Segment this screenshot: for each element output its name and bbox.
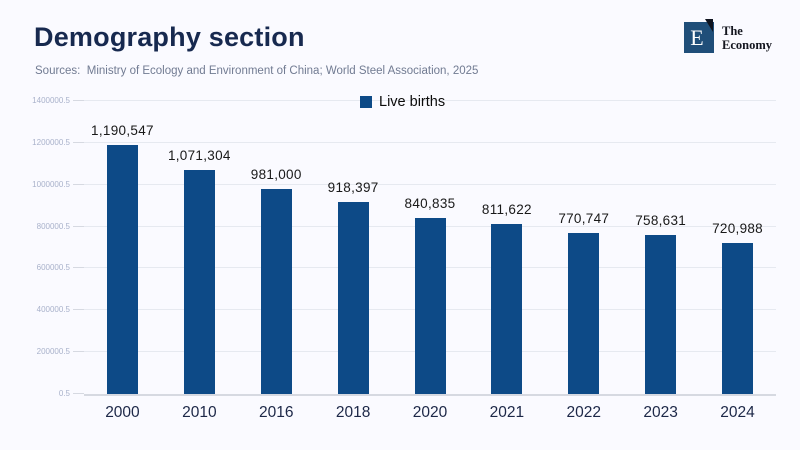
bar-value-label: 770,747 (558, 211, 610, 226)
bar (260, 189, 292, 394)
y-tick-mark (73, 100, 84, 101)
bar (491, 224, 523, 394)
bar (722, 243, 754, 394)
y-axis-tick-label: 800000.5 (36, 221, 70, 231)
y-tick-mark (73, 351, 84, 353)
legend-swatch-icon (360, 96, 372, 108)
bar (645, 235, 677, 394)
bar (106, 145, 138, 394)
x-axis-tick-label: 2023 (643, 404, 678, 421)
page-title: Demography section (34, 22, 305, 52)
chart-legend: Live births (360, 94, 445, 110)
y-axis-tick-label: 0.5 (58, 389, 70, 398)
y-tick-mark (73, 309, 84, 311)
bar (183, 170, 215, 394)
bar (568, 233, 600, 394)
brand-logo: E The Economy (684, 19, 772, 53)
bar (414, 218, 446, 394)
y-tick-mark (73, 267, 84, 269)
y-axis-tick-label: 200000.5 (36, 347, 70, 357)
bar-value-label: 1,071,304 (167, 148, 231, 163)
legend-label: Live births (379, 94, 446, 110)
y-tick-mark (73, 141, 84, 143)
bar (337, 202, 369, 394)
bar-value-label: 758,631 (635, 213, 687, 228)
y-tick-mark (73, 393, 84, 394)
y-axis-tick-label: 1000000.5 (32, 179, 70, 189)
bar-value-label: 811,622 (481, 202, 532, 217)
gridline (84, 100, 776, 101)
gridline (84, 141, 776, 143)
bar-value-label: 918,397 (327, 180, 379, 195)
y-axis-tick-label: 600000.5 (36, 263, 70, 273)
logo-wordmark: The Economy (722, 24, 772, 52)
x-axis-tick-label: 2022 (566, 404, 601, 421)
sources-caption: Sources: Ministry of Ecology and Environ… (35, 65, 479, 77)
x-axis-tick-label: 2020 (412, 404, 448, 421)
logo-letter: E (690, 24, 704, 50)
y-tick-mark (73, 225, 84, 227)
y-axis-tick-label: 400000.5 (36, 305, 70, 315)
y-axis-tick-label: 1400000.5 (32, 96, 70, 105)
logo-wordmark-line2: Economy (722, 37, 772, 52)
x-axis-line (84, 394, 776, 396)
x-axis-tick-label: 2021 (489, 404, 525, 421)
logo-apostrophe-icon (705, 19, 713, 32)
logo-wordmark-line1: The (722, 23, 743, 38)
bar-value-label: 1,190,547 (91, 123, 154, 138)
x-axis-tick-label: 2016 (258, 404, 294, 421)
logo-e-mark-icon: E (684, 19, 714, 53)
x-axis-tick-label: 2024 (720, 404, 755, 421)
x-axis-tick-label: 2010 (182, 404, 217, 421)
x-axis-tick-label: 2018 (335, 404, 371, 421)
y-axis-tick-label: 1200000.5 (32, 137, 70, 147)
bar-value-label: 840,835 (404, 196, 456, 211)
bar-value-label: 720,988 (712, 221, 763, 236)
y-tick-mark (73, 183, 84, 185)
bar-value-label: 981,000 (250, 167, 302, 182)
x-axis-tick-label: 2000 (105, 404, 140, 421)
gridline (84, 183, 776, 185)
